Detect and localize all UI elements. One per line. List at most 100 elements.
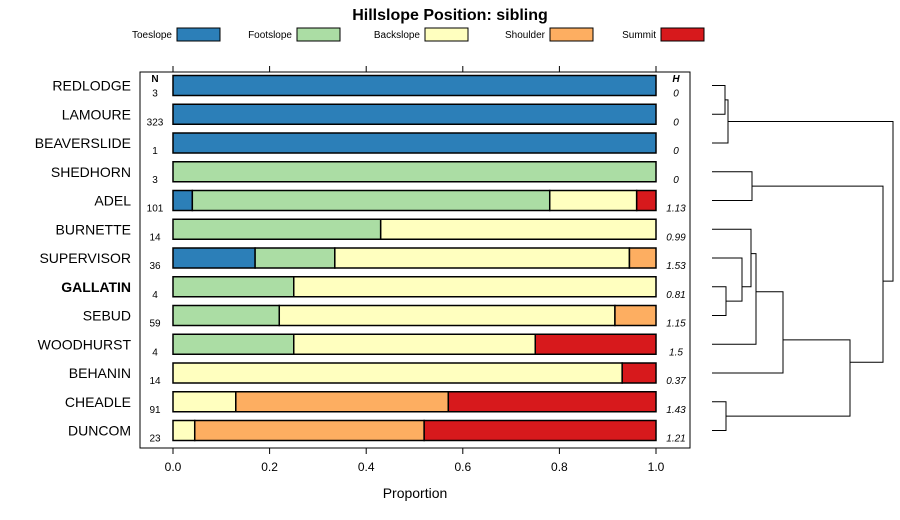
row-label: DUNCOM (68, 423, 131, 439)
row-n: 59 (149, 319, 161, 330)
bar-segment (293, 333, 536, 355)
row-h: 1.21 (666, 434, 685, 445)
dendrogram-branch (712, 253, 757, 345)
bar-segment (534, 333, 657, 355)
row-h: 0 (673, 117, 679, 128)
bar-segment (293, 276, 657, 298)
bar-segment (614, 304, 657, 327)
bar-segment (172, 276, 295, 298)
bar-segment (621, 362, 657, 384)
chart-title: Hillslope Position: sibling (352, 7, 548, 24)
bar-segment (334, 247, 631, 269)
bar-segment (172, 103, 657, 125)
row-n: 14 (149, 232, 161, 243)
dendrogram-branch (752, 185, 884, 363)
row-n: 14 (149, 376, 161, 387)
dendrogram-branch (712, 291, 784, 374)
bar-segment (447, 391, 657, 413)
bar-segment (191, 189, 551, 212)
row-h: 0.81 (666, 290, 685, 301)
legend-swatch-summit (660, 27, 705, 42)
legend-swatch-shoulder (549, 27, 594, 42)
dendrogram-branch (712, 171, 753, 201)
bar-segment (172, 333, 295, 355)
row-n: 3 (152, 175, 158, 186)
bar-segment (254, 247, 336, 269)
bar-segment (172, 362, 623, 384)
row-label: BEAVERSLIDE (35, 135, 131, 151)
row-h: 1.15 (666, 319, 686, 330)
row-h: 0.99 (666, 232, 686, 243)
legend-label-backslope: Backslope (374, 30, 421, 41)
x-tick-label: 0.4 (358, 460, 375, 474)
bar-segment (278, 304, 616, 327)
dendrogram-branch (712, 286, 727, 316)
row-h: 1.5 (669, 347, 683, 358)
dendrogram-branch (712, 257, 743, 302)
plot-frame (139, 71, 691, 449)
row-h: 1.53 (666, 261, 686, 272)
dendrogram-branch (712, 228, 752, 288)
h-header: H (672, 74, 680, 85)
legend: Toeslope Footslope Backslope Shoulder Summit (132, 27, 705, 42)
bar-segment (635, 189, 657, 212)
legend-swatch-toeslope (176, 27, 221, 42)
rows: REDLODGE 3 0 LAMOURE 3 23 0 BEAVERSLIDE 1 0 SHEDHO… (35, 74, 686, 445)
bar-segment (548, 189, 638, 212)
bar-segment (423, 419, 657, 442)
legend-swatch-backslope (424, 27, 469, 42)
x-tick-label: 0.6 (454, 460, 471, 474)
row-label: SHEDHORN (51, 164, 131, 180)
row-n: 4 (152, 290, 158, 301)
bar-segment (172, 218, 382, 240)
dendrogram-branch (728, 120, 894, 282)
bar-segment (172, 74, 657, 97)
x-tick-label: 1.0 (648, 460, 665, 474)
row-n: 91 (149, 405, 161, 416)
bar-segment (172, 161, 657, 183)
bar-segment (235, 391, 450, 413)
dendrogram-branch (726, 339, 851, 417)
row-label: BURNETTE (56, 221, 131, 237)
bar-segment (379, 218, 657, 240)
legend-label-toeslope: Toeslope (132, 30, 172, 41)
legend-label-footslope: Footslope (248, 30, 292, 41)
x-tick-label: 0.8 (551, 460, 568, 474)
dendrogram (712, 85, 894, 431)
x-tick-label: 0.2 (261, 460, 278, 474)
bar-segment (172, 189, 194, 212)
row-h: 0 (673, 89, 679, 100)
row-n: 3 (152, 89, 158, 100)
row-label: WOODHURST (38, 336, 132, 352)
bar-segment (193, 419, 425, 442)
row-h: 0.37 (666, 376, 686, 387)
n-header: N (151, 74, 158, 85)
x-axis-label: Proportion (383, 485, 448, 501)
row-n: 101 (147, 204, 164, 215)
dendrogram-branch (712, 401, 727, 431)
row-n: 4 (152, 347, 158, 358)
x-axis: 0.0 0.2 0.4 0.6 0.8 1.0 (165, 66, 665, 474)
row-n: 36 (149, 261, 161, 272)
row-n: 23 (149, 434, 161, 445)
row-label: LAMOURE (62, 106, 131, 122)
row-h: 1.13 (666, 204, 686, 215)
bar-segment (172, 391, 237, 413)
row-label: CHEADLE (65, 394, 131, 410)
row-h: 1.43 (666, 405, 686, 416)
row-label: SEBUD (83, 308, 131, 324)
row-n: 1 (152, 146, 158, 157)
bar-segment (172, 132, 657, 154)
bar-segment (172, 419, 196, 442)
row-label: REDLODGE (52, 78, 131, 94)
row-label: SUPERVISOR (39, 250, 131, 266)
x-tick-label: 0.0 (165, 460, 182, 474)
dendrogram-branch (712, 85, 726, 115)
dendrogram-branch (712, 99, 729, 144)
legend-label-summit: Summit (622, 30, 656, 41)
bar-segment (172, 247, 256, 269)
legend-label-shoulder: Shoulder (505, 30, 546, 41)
row-label: BEHANIN (69, 365, 131, 381)
row-h: 0 (673, 146, 679, 157)
legend-swatch-footslope (296, 27, 341, 42)
